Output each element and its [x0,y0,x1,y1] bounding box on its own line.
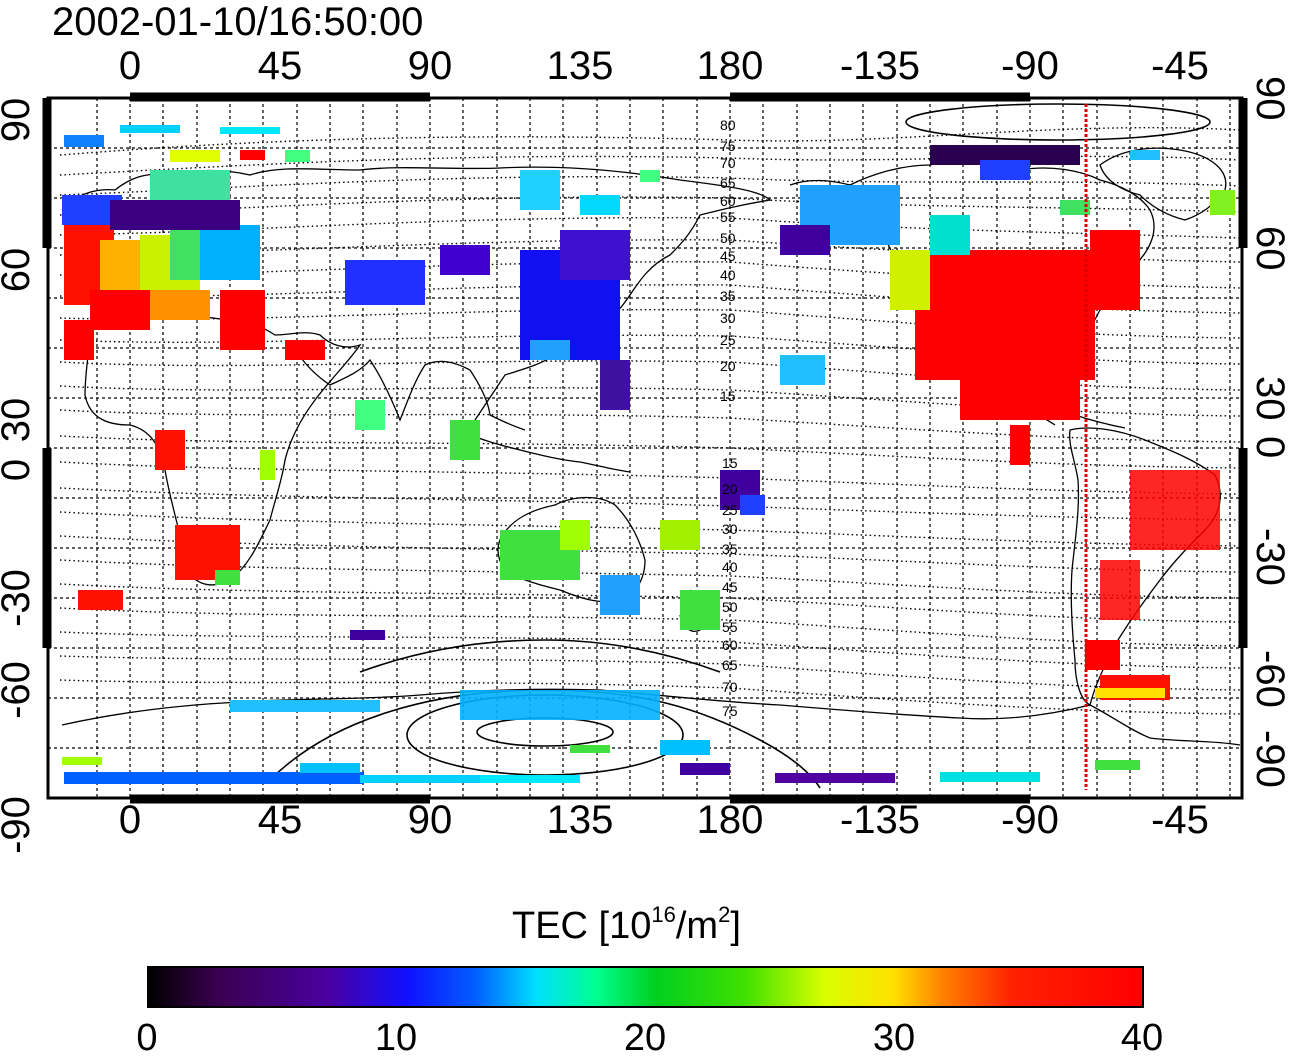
mlat-label-south: 60 [722,637,738,653]
colorbar-tick: 10 [374,1017,418,1059]
lat-tick-left: 90 [0,97,38,143]
lat-tick-right: 90 [1248,76,1292,121]
lon-tick-bottom: -135 [839,798,921,842]
lat-tick-left: -90 [0,796,38,854]
coast-se-asia [459,369,631,473]
lat-tick-right: 60 [1248,226,1292,271]
lat-tick-right: -30 [1248,528,1292,586]
coast-arabia-india [289,339,471,422]
lon-tick-bottom: 0 [118,798,142,842]
lat-tick-right: 0 [1248,436,1292,459]
mlat-label-south: 50 [722,599,738,615]
mlat-label-south: 40 [722,559,738,575]
mlat-label-north: 80 [720,117,736,133]
lon-tick-bottom: -90 [1001,798,1059,842]
lat-tick-right: -90 [1248,730,1292,788]
colorbar-tick: 0 [136,1017,158,1059]
mlat-label-north: 60 [720,193,736,209]
mlat-label-south: 20 [722,481,738,497]
lon-tick-top: -45 [1151,44,1209,88]
lon-tick-bottom: 180 [696,798,764,842]
mlat-label-north: 25 [720,332,736,348]
mlat-label-north: 40 [720,267,736,283]
colorbar-label: TEC [1016/m2] [512,902,741,947]
mlat-labels: 8075706560555045403530252015152025303540… [720,117,738,719]
mlat-label-south: 15 [722,455,738,471]
mlat-label-north: 15 [720,388,736,404]
colorbar-tick: 20 [623,1017,667,1059]
mlat-label-south: 55 [722,619,738,635]
lon-tick-bottom: -45 [1151,798,1209,842]
mlat-label-north: 75 [720,138,736,154]
lon-tick-bottom: 135 [546,798,614,842]
lat-tick-right: 30 [1248,376,1292,421]
lon-tick-top: -135 [839,44,921,88]
mlat-label-south: 65 [722,657,738,673]
lat-tick-right: -60 [1248,650,1292,708]
colorbar [147,966,1144,1008]
lon-tick-top: 135 [546,44,614,88]
mlat-label-south: 75 [722,703,738,719]
frame-segments [42,92,1248,804]
mlat-label-north: 45 [720,248,736,264]
lon-tick-bottom: 45 [257,798,303,842]
plot-title: 2002-01-10/16:50:00 [52,0,424,44]
lat-tick-left: 0 [0,459,38,481]
lat-tick-left: 30 [0,397,38,443]
colorbar-tick: 30 [872,1017,916,1059]
lon-tick-bottom: 90 [407,798,453,842]
mlat-label-north: 35 [720,288,736,304]
mlat-label-north: 20 [720,358,736,374]
mlat-label-south: 70 [722,679,738,695]
tec-data-patches [62,125,1235,784]
lon-tick-top: -90 [1001,44,1059,88]
lon-tick-top: 45 [257,44,303,88]
mlat-label-north: 50 [720,230,736,246]
lon-tick-top: 0 [118,44,142,88]
mlat-label-north: 70 [720,155,736,171]
mlat-label-north: 55 [720,209,736,225]
mlat-label-north: 30 [720,310,736,326]
mlat-label-south: 45 [722,579,738,595]
lat-tick-left: 60 [0,247,38,293]
mlat-label-south: 30 [722,521,738,537]
lat-tick-left: -60 [0,661,38,719]
colorbar-tick: 40 [1120,1017,1164,1059]
lat-tick-left: -30 [0,569,38,627]
mlat-label-south: 35 [722,541,738,557]
mlat-label-north: 65 [720,175,736,191]
lon-tick-top: 90 [407,44,453,88]
mlat-label-south: 25 [722,502,738,518]
lon-tick-top: 180 [696,44,764,88]
polar-contours [269,103,1211,789]
